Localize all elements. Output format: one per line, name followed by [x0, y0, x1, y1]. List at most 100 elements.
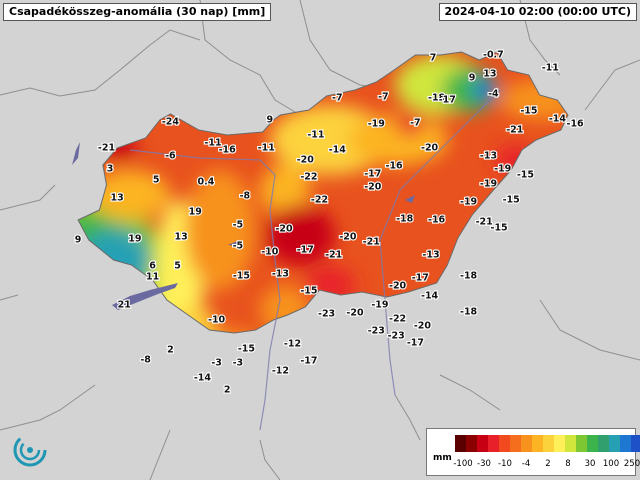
- legend-color-segment: [576, 435, 587, 452]
- legend-tick-label: 100: [603, 459, 619, 469]
- station-value-label: -16: [386, 161, 404, 172]
- station-value-label: -20: [414, 321, 432, 332]
- station-value-label: -5: [233, 220, 244, 231]
- station-value-label: -20: [346, 308, 364, 319]
- legend-color-segment: [455, 435, 466, 452]
- station-value-label: -15: [517, 170, 534, 181]
- station-value-label: -13: [422, 250, 439, 261]
- station-value-label: 19: [128, 234, 141, 245]
- station-value-label: -19: [460, 197, 477, 208]
- station-value-label: -15: [233, 271, 250, 282]
- station-value-label: -13: [272, 269, 289, 280]
- station-value-label: -24: [162, 117, 180, 128]
- station-value-label: 7: [430, 53, 437, 64]
- station-value-label: -21: [506, 125, 523, 136]
- station-value-label: -14: [549, 114, 567, 125]
- station-value-label: -10: [208, 315, 226, 326]
- legend-tick-label: -30: [477, 459, 491, 469]
- station-value-label: 2: [224, 385, 231, 396]
- station-value-label: 9: [469, 73, 476, 84]
- station-value-label: -21: [98, 143, 115, 154]
- station-value-label: -17: [297, 245, 314, 256]
- legend-color-segment: [565, 435, 576, 452]
- station-value-label: -12: [272, 366, 289, 377]
- legend-tick-label: 250: [624, 459, 640, 469]
- station-value-label: -19: [494, 164, 511, 175]
- station-value-label: -14: [329, 145, 347, 156]
- station-value-label: -21: [363, 237, 380, 248]
- met-service-logo: [10, 428, 50, 472]
- legend-color-segment: [609, 435, 620, 452]
- station-value-label: 13: [174, 232, 187, 243]
- station-value-label: -16: [219, 145, 237, 156]
- legend-color-segment: [532, 435, 543, 452]
- station-value-label: -3: [211, 358, 222, 369]
- station-value-label: 13: [483, 69, 496, 80]
- station-value-label: -16: [567, 119, 585, 130]
- station-value-label: 19: [189, 207, 202, 218]
- station-value-label: -20: [364, 182, 382, 193]
- station-value-label: -20: [339, 232, 357, 243]
- station-value-label: -15: [520, 106, 537, 117]
- legend-color-segment: [587, 435, 598, 452]
- legend-color-segment: [543, 435, 554, 452]
- legend-color-segment: [631, 435, 640, 452]
- station-value-label: -17: [412, 273, 429, 284]
- station-value-label: -22: [311, 195, 328, 206]
- station-value-label: -19: [371, 300, 388, 311]
- station-value-label: -0.7: [483, 50, 504, 61]
- legend-colorbar: [455, 435, 640, 452]
- station-value-label: -15: [238, 344, 255, 355]
- station-value-label: -13: [480, 151, 497, 162]
- station-value-label: -7: [332, 93, 343, 104]
- legend-tick-label: 8: [565, 459, 570, 469]
- station-value-label: -18: [460, 307, 478, 318]
- station-value-label: -17: [300, 356, 317, 367]
- station-value-label: -12: [284, 339, 301, 350]
- station-value-label: -22: [300, 172, 317, 183]
- legend-color-segment: [477, 435, 488, 452]
- station-value-label: -5: [233, 241, 244, 252]
- legend: mm -100 -30 -10 -4 2 8 30 100 250: [426, 428, 636, 476]
- station-value-label: -23: [368, 326, 385, 337]
- station-value-label: -14: [194, 373, 212, 384]
- station-value-label: -16: [428, 215, 446, 226]
- station-value-label: -8: [140, 355, 151, 366]
- legend-tick-label: -10: [498, 459, 512, 469]
- legend-ticks: -100 -30 -10 -4 2 8 30 100 250: [451, 459, 631, 471]
- legend-tick-label: 30: [585, 459, 596, 469]
- station-value-label: 11: [146, 272, 159, 283]
- station-value-label: 9: [266, 115, 273, 126]
- station-value-label: -22: [389, 314, 406, 325]
- station-value-label: -20: [297, 155, 315, 166]
- station-value-label: -20: [421, 143, 439, 154]
- station-value-label: -17: [407, 338, 424, 349]
- legend-color-segment: [499, 435, 510, 452]
- station-value-label: -14: [421, 291, 439, 302]
- station-value-label: -15: [491, 223, 508, 234]
- legend-color-segment: [488, 435, 499, 452]
- legend-tick-label: -4: [522, 459, 530, 469]
- station-value-label: -19: [480, 179, 497, 190]
- station-value-label: -15: [300, 286, 317, 297]
- station-value-label: 9: [75, 235, 82, 246]
- legend-color-segment: [510, 435, 521, 452]
- station-value-label: -17: [364, 169, 381, 180]
- station-value-label: -23: [388, 331, 405, 342]
- station-value-label: -10: [261, 247, 279, 258]
- station-value-label: -23: [318, 309, 335, 320]
- station-value-label: 3: [107, 164, 114, 175]
- station-value-label: -18: [460, 271, 478, 282]
- station-value-label: 5: [174, 261, 181, 272]
- station-value-label: -7: [378, 92, 389, 103]
- legend-color-segment: [521, 435, 532, 452]
- station-value-label: -21: [325, 250, 342, 261]
- station-value-label: -3: [233, 358, 244, 369]
- station-value-label: 6: [149, 261, 156, 272]
- legend-color-segment: [620, 435, 631, 452]
- legend-tick-label: 2: [545, 459, 550, 469]
- station-value-label: -7: [410, 118, 421, 129]
- legend-color-segment: [598, 435, 609, 452]
